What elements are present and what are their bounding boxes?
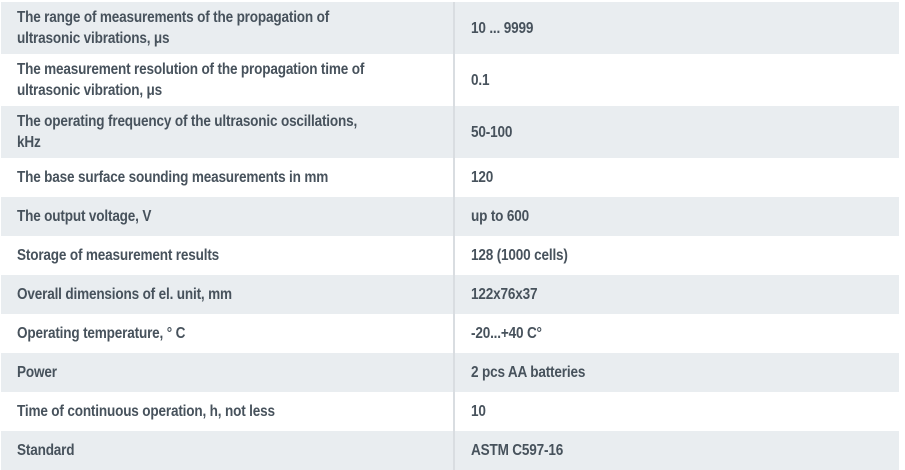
spec-parameter-text: The operating frequency of the ultrasoni… bbox=[17, 113, 358, 151]
spec-parameter-value: ASTM C597-16 bbox=[453, 431, 899, 470]
spec-parameter-text: Operating temperature, ° C bbox=[17, 325, 186, 342]
table-row: The measurement resolution of the propag… bbox=[1, 54, 899, 106]
spec-parameter-value: up to 600 bbox=[453, 197, 899, 236]
spec-value-text: 50-100 bbox=[471, 123, 513, 141]
spec-parameter-text: Power bbox=[17, 364, 57, 381]
spec-parameter-text: Overall dimensions of el. unit, mm bbox=[17, 286, 232, 303]
spec-parameter-value: 122x76x37 bbox=[453, 275, 899, 314]
spec-parameter-text: The output voltage, V bbox=[17, 208, 152, 225]
spec-parameter-label: Overall dimensions of el. unit, mm bbox=[1, 275, 453, 314]
spec-value-text: 0.1 bbox=[471, 71, 490, 89]
spec-parameter-text: Standard bbox=[17, 442, 75, 459]
table-row: The base surface sounding measurements i… bbox=[1, 158, 899, 197]
table-row: Overall dimensions of el. unit, mm 122x7… bbox=[1, 275, 899, 314]
table-row: The range of measurements of the propaga… bbox=[1, 2, 899, 54]
spec-parameter-value: 120 bbox=[453, 158, 899, 197]
spec-parameter-label: The range of measurements of the propaga… bbox=[1, 2, 453, 54]
table-row: The operating frequency of the ultrasoni… bbox=[1, 106, 899, 158]
spec-parameter-value: 10 ... 9999 bbox=[453, 2, 899, 54]
spec-parameter-value: 0.1 bbox=[453, 54, 899, 106]
spec-value-text: -20...+40 C° bbox=[471, 325, 542, 342]
spec-parameter-label: Standard bbox=[1, 431, 453, 470]
spec-value-text: 2 pcs AA batteries bbox=[471, 364, 586, 381]
spec-parameter-value: 2 pcs AA batteries bbox=[453, 353, 899, 392]
spec-parameter-value: 50-100 bbox=[453, 106, 899, 158]
spec-parameter-label: The operating frequency of the ultrasoni… bbox=[1, 106, 453, 158]
table-row: Standard ASTM C597-16 bbox=[1, 431, 899, 470]
spec-value-text: 120 bbox=[471, 169, 494, 186]
spec-value-text: 128 (1000 cells) bbox=[471, 247, 568, 264]
spec-value-text: up to 600 bbox=[471, 208, 529, 225]
spec-value-text: 10 bbox=[471, 403, 486, 420]
spec-parameter-text: The base surface sounding measurements i… bbox=[17, 169, 329, 186]
table-row: Power 2 pcs AA batteries bbox=[1, 353, 899, 392]
spec-parameter-label: The base surface sounding measurements i… bbox=[1, 158, 453, 197]
spec-parameter-value: -20...+40 C° bbox=[453, 314, 899, 353]
spec-parameter-label: Storage of measurement results bbox=[1, 236, 453, 275]
spec-parameter-label: Operating temperature, ° C bbox=[1, 314, 453, 353]
spec-value-text: ASTM C597-16 bbox=[471, 442, 564, 459]
spec-parameter-text: The range of measurements of the propaga… bbox=[17, 9, 330, 47]
spec-parameter-text: Time of continuous operation, h, not les… bbox=[17, 403, 275, 420]
spec-value-text: 122x76x37 bbox=[471, 286, 538, 303]
table-row: Operating temperature, ° C -20...+40 C° bbox=[1, 314, 899, 353]
table-row: The output voltage, V up to 600 bbox=[1, 197, 899, 236]
spec-parameter-value: 10 bbox=[453, 392, 899, 431]
spec-parameter-label: The output voltage, V bbox=[1, 197, 453, 236]
spec-parameter-label: Power bbox=[1, 353, 453, 392]
spec-parameter-value: 128 (1000 cells) bbox=[453, 236, 899, 275]
spec-parameter-label: The measurement resolution of the propag… bbox=[1, 54, 453, 106]
spec-value-text: 10 ... 9999 bbox=[471, 19, 534, 37]
table-row: Storage of measurement results 128 (1000… bbox=[1, 236, 899, 275]
spec-parameter-label: Time of continuous operation, h, not les… bbox=[1, 392, 453, 431]
spec-parameter-text: The measurement resolution of the propag… bbox=[17, 61, 365, 99]
spec-parameter-text: Storage of measurement results bbox=[17, 247, 220, 264]
table-row: Time of continuous operation, h, not les… bbox=[1, 392, 899, 431]
